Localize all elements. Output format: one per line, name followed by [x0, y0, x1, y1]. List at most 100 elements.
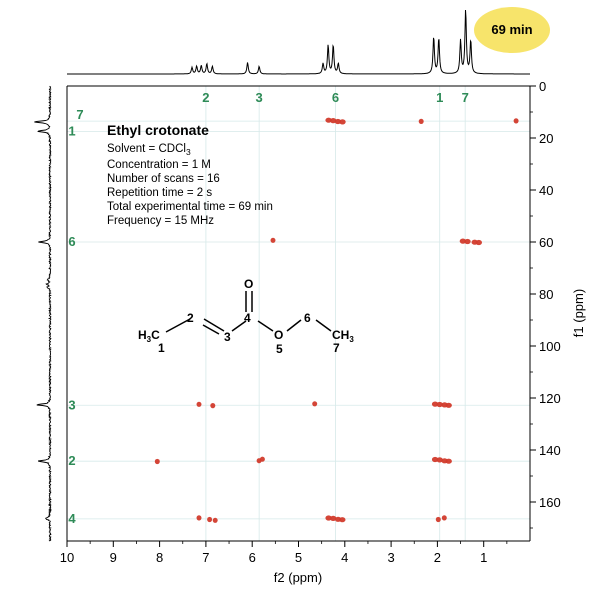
cross-peak	[312, 401, 318, 407]
y-tick-label: 120	[539, 391, 561, 406]
left-label-2: 2	[68, 453, 75, 468]
info-box: Ethyl crotonate Solvent = CDCl3 Concentr…	[107, 122, 273, 227]
cross-peak	[210, 403, 216, 409]
bond-c2-c3	[203, 318, 225, 332]
time-badge: 69 min	[474, 7, 550, 53]
x-axis-title: f2 (ppm)	[274, 570, 322, 585]
bond-o5-c6	[286, 319, 302, 332]
carbon-trace	[34, 85, 52, 542]
top-label-3: 3	[256, 90, 263, 105]
cross-peak	[196, 401, 202, 407]
proton-spectrum	[67, 9, 530, 75]
cross-peak	[325, 117, 337, 124]
cross-peak-blob	[339, 517, 346, 523]
cross-peak	[459, 238, 471, 245]
y-tick-label: 40	[539, 183, 553, 198]
x-tick-label: 2	[434, 550, 441, 565]
cross-peak-blob	[445, 402, 452, 408]
cross-peak	[325, 515, 337, 522]
atom-h3c-c: C	[151, 328, 160, 342]
x-tick-label: 5	[295, 550, 302, 565]
info-concentration: Concentration = 1 M	[107, 159, 211, 171]
cross-peak	[431, 456, 443, 463]
molecule-structure	[165, 291, 332, 335]
cross-peaks	[154, 117, 519, 523]
cross-peak-blob	[270, 237, 276, 243]
x-axis: 10 9 8 7 6 5 4 3 2 1	[60, 541, 508, 565]
cross-peak-blob	[441, 515, 447, 521]
left-label-1: 1	[68, 124, 75, 139]
atom-3: 3	[224, 330, 231, 344]
x-tick-label: 9	[110, 550, 117, 565]
cross-peak	[196, 515, 202, 521]
cross-peak-blob	[418, 118, 424, 124]
cross-peak	[207, 516, 213, 523]
x-tick-label: 10	[60, 550, 74, 565]
bond-c1-c2	[165, 318, 191, 333]
x-tick-label: 8	[156, 550, 163, 565]
left-peak-labels: 17 6 3 2 4	[68, 107, 83, 526]
y-tick-label: 80	[539, 287, 553, 302]
cross-peak-blob	[196, 515, 202, 521]
proton-trace	[67, 9, 530, 75]
cross-peak-blob	[212, 517, 218, 523]
top-label-2: 2	[202, 90, 209, 105]
atom-h3c-sub: 3	[147, 335, 152, 344]
atom-ch3-ch: CH	[332, 328, 349, 342]
y-tick-label: 0	[539, 79, 546, 94]
cross-peak-blob	[207, 516, 213, 523]
x-tick-label: 1	[480, 550, 487, 565]
cross-peak-blob	[464, 238, 471, 245]
cross-peak-blob	[330, 515, 337, 522]
atom-h3c: H3C	[138, 328, 160, 344]
molecule-labels: H3C 2 3 O 4 O 5 6 CH3 1 7	[138, 277, 354, 356]
y-tick-label: 100	[539, 339, 561, 354]
cross-peak	[441, 402, 452, 408]
y-tick-label: 160	[539, 495, 561, 510]
atom-2: 2	[187, 311, 194, 325]
x-tick-label: 3	[387, 550, 394, 565]
cross-peak-blob	[154, 458, 160, 465]
cross-peak-blob	[312, 401, 318, 407]
atom-5: 5	[276, 342, 283, 356]
left-label-4: 4	[68, 511, 76, 526]
atom-ch3: CH3	[332, 328, 354, 344]
y-axis: 0 20 40 60 80 100 120 140 160	[530, 79, 561, 529]
x-tick-label: 7	[202, 550, 209, 565]
atom-4: 4	[244, 311, 251, 325]
left-label-6: 6	[68, 234, 75, 249]
info-repetition: Repetition time = 2 s	[107, 187, 212, 199]
atom-h3c-h: H	[138, 328, 147, 342]
y-axis-title: f1 (ppm)	[571, 289, 586, 337]
info-title: Ethyl crotonate	[107, 122, 209, 138]
cross-peak-blob	[435, 516, 441, 523]
time-badge-text: 69 min	[491, 22, 532, 37]
left-label-3: 3	[68, 397, 75, 412]
cross-peak-blob	[196, 401, 202, 407]
cross-peak	[334, 516, 346, 523]
x-tick-label: 4	[341, 550, 348, 565]
bond-c2-c3-double	[202, 324, 220, 335]
x-tick-label: 6	[249, 550, 256, 565]
atom-ch3-sub: 3	[349, 335, 354, 344]
top-peak-labels: 2 3 6 1 7	[202, 90, 469, 105]
cross-peak-blob	[436, 457, 443, 463]
cross-peak	[471, 239, 482, 246]
cross-peak	[154, 458, 160, 465]
info-scans: Number of scans = 16	[107, 173, 220, 185]
cross-peak-blob	[445, 458, 452, 464]
info-frequency: Frequency = 15 MHz	[107, 215, 214, 227]
bond-c3-c4	[231, 320, 247, 332]
y-tick-label: 60	[539, 235, 553, 250]
atom-7: 7	[333, 341, 340, 355]
cross-peak	[441, 515, 447, 521]
cross-peak-blob	[339, 119, 346, 125]
atom-6: 6	[304, 311, 311, 325]
atom-carbonyl-o: O	[244, 277, 253, 291]
cross-peak-blob	[436, 401, 443, 408]
left-label-7: 7	[76, 107, 83, 122]
y-tick-label: 20	[539, 131, 553, 146]
cross-peak	[435, 516, 441, 523]
